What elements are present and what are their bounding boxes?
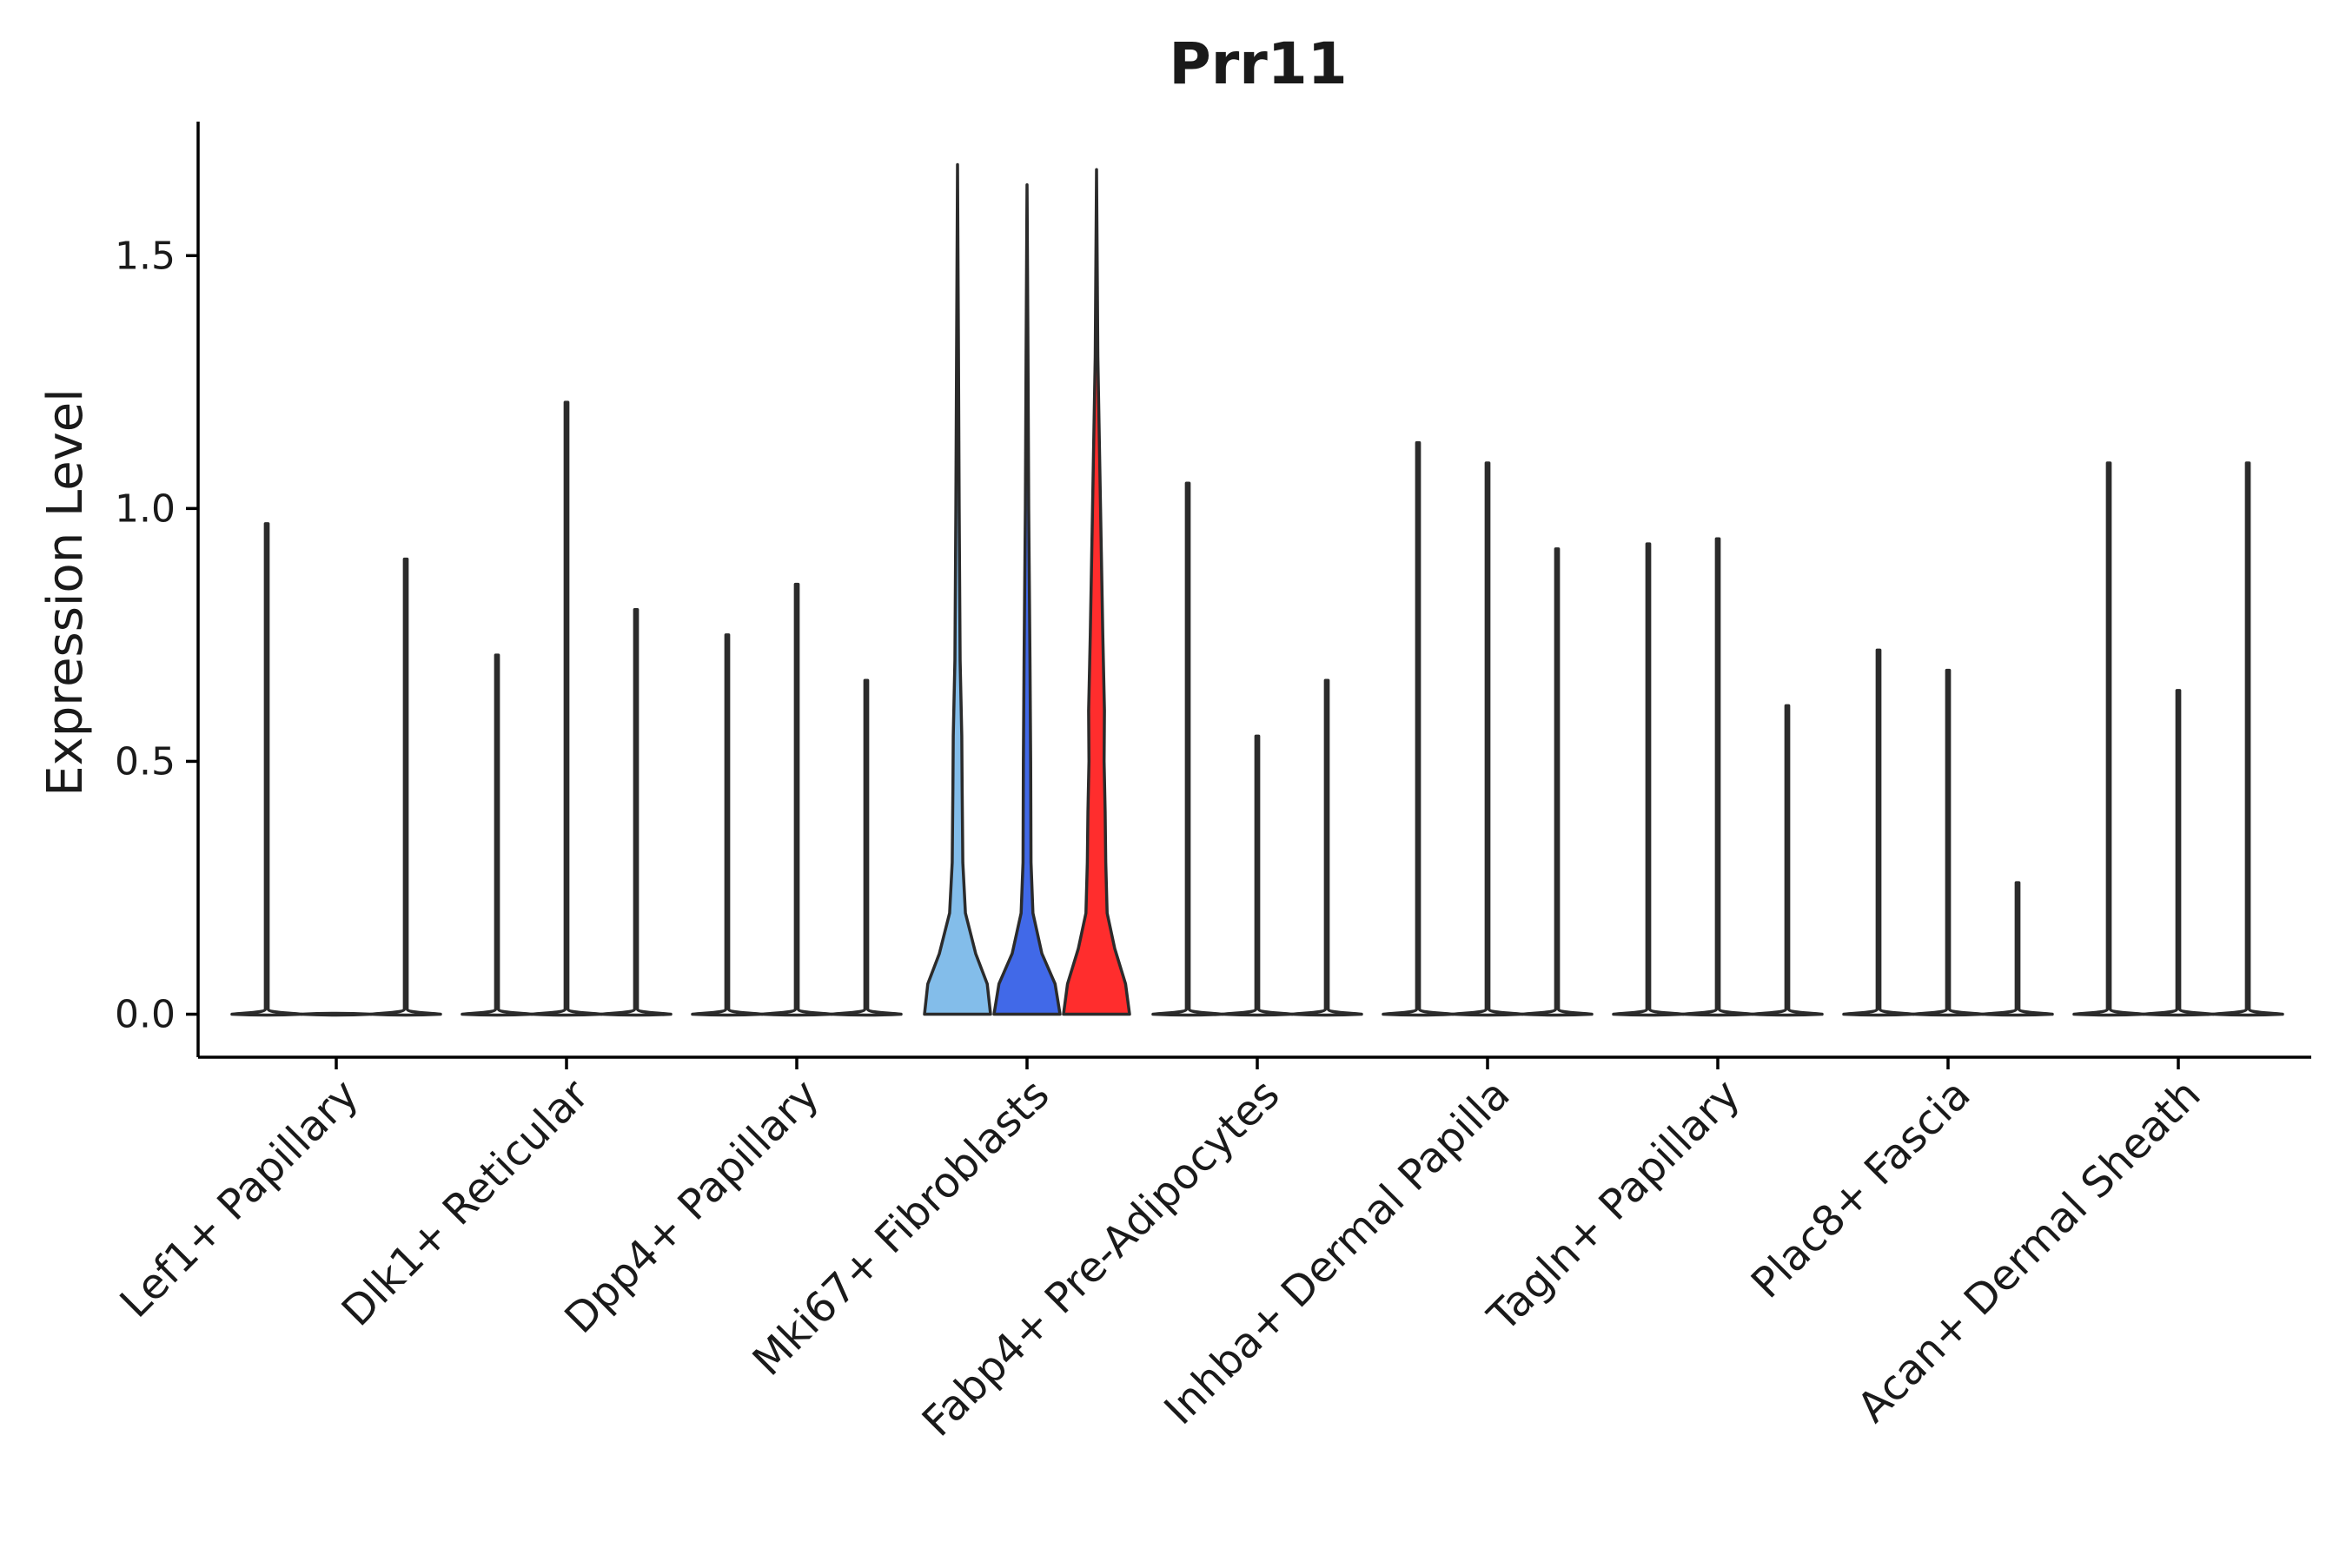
y-tick-label: 0.0 (115, 993, 176, 1037)
violin-5-2 (1521, 547, 1594, 1017)
violin-7-2 (1981, 881, 2054, 1017)
violin-6-1 (1681, 537, 1754, 1017)
violin-3-2 (1062, 168, 1131, 1016)
violin-0-0 (230, 522, 303, 1017)
chart-marks (230, 162, 2284, 1017)
violin-1-0 (461, 653, 533, 1017)
violin-8-2 (2211, 461, 2284, 1017)
violin-7-0 (1842, 648, 1915, 1017)
violin-1-2 (600, 608, 673, 1017)
violin-8-1 (2142, 689, 2215, 1017)
violin-6-0 (1612, 542, 1685, 1017)
x-tick-label: Lef1+ Papillary (111, 1070, 368, 1327)
violin-5-1 (1451, 461, 1524, 1017)
chart-title: Prr11 (1169, 30, 1347, 97)
violin-4-1 (1221, 734, 1294, 1017)
y-tick-label: 1.0 (115, 486, 176, 531)
violin-3-0 (923, 162, 992, 1016)
violin-2-1 (760, 582, 833, 1017)
violin-8-0 (2072, 461, 2145, 1017)
violin-2-0 (691, 633, 764, 1017)
y-axis-label: Expression Level (37, 388, 94, 797)
y-tick-label: 1.5 (115, 234, 176, 278)
violin-4-2 (1290, 678, 1363, 1017)
y-tick-label: 0.5 (115, 739, 176, 784)
violin-4-0 (1151, 481, 1224, 1017)
violin-6-2 (1751, 704, 1824, 1017)
violin-7-1 (1912, 668, 1985, 1017)
violin-5-0 (1382, 440, 1455, 1017)
x-tick-label: Dlk1+ Reticular (333, 1070, 599, 1336)
violin-0-2 (369, 557, 442, 1017)
x-tick-label: Dpp4+ Papillary (555, 1070, 828, 1343)
violin-0-1 (300, 1011, 373, 1017)
violin-2-2 (830, 678, 903, 1017)
x-tick-label: Plac8+ Fascia (1742, 1070, 1980, 1308)
violin-1-1 (530, 400, 603, 1017)
violin-3-1 (992, 183, 1062, 1016)
x-tick-label: Tagln+ Papillary (1478, 1070, 1749, 1341)
